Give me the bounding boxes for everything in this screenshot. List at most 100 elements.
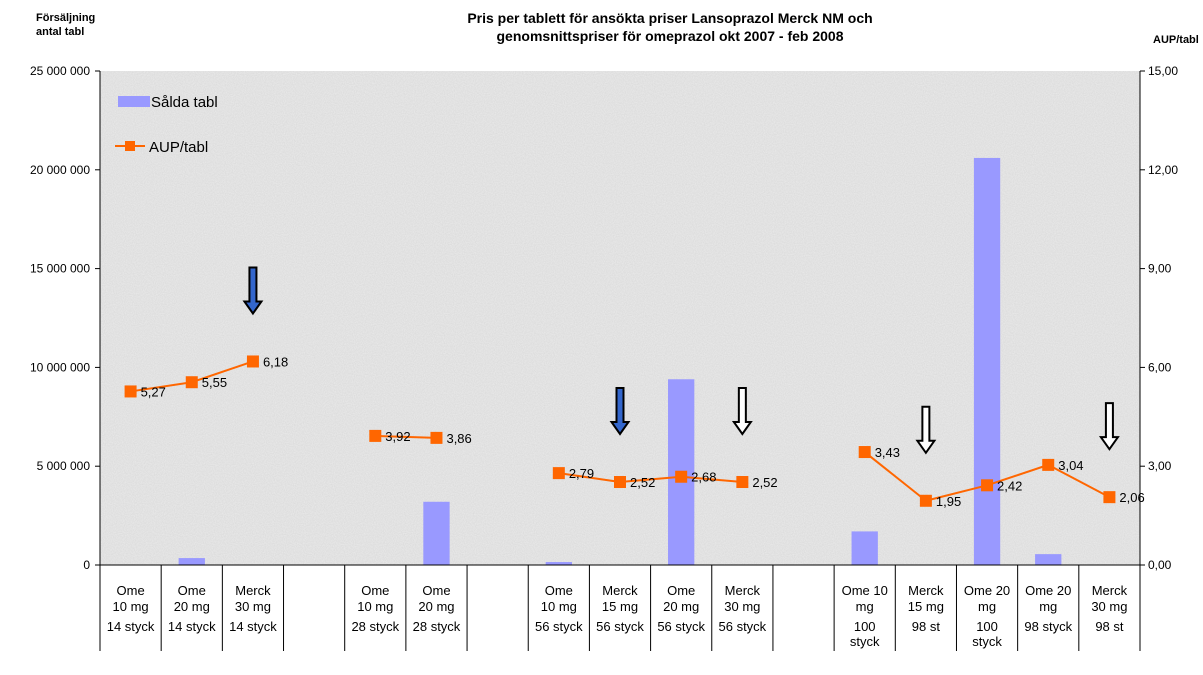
category-label: 30 mg — [724, 599, 760, 614]
category-label: Merck — [235, 583, 271, 598]
data-label: 2,79 — [569, 466, 594, 481]
data-label: 2,06 — [1119, 490, 1144, 505]
chart-title-line2: genomsnittspriser för omeprazol okt 2007… — [497, 28, 844, 44]
right-tick-label: 6,00 — [1148, 360, 1172, 374]
arrow-annotation — [609, 387, 631, 436]
arrow-annotation — [242, 266, 264, 316]
line-point — [1042, 458, 1055, 471]
line-point — [430, 431, 443, 444]
right-axis-label: AUP/tabl — [1153, 34, 1199, 46]
right-tick-label: 9,00 — [1148, 262, 1172, 276]
legend-bar-swatch — [118, 96, 150, 107]
category-label: 10 mg — [541, 599, 577, 614]
left-tick-label: 0 — [83, 558, 90, 572]
pack-size-label: 14 styck — [107, 619, 155, 634]
category-label: Ome — [117, 583, 145, 598]
pack-size-label: 56 styck — [719, 619, 767, 634]
pack-size-label: styck — [972, 634, 1002, 649]
right-tick-label: 3,00 — [1148, 459, 1172, 473]
category-label: 30 mg — [1091, 599, 1127, 614]
legend-bar-label: Sålda tabl — [151, 94, 218, 111]
line-point — [858, 446, 871, 459]
pack-size-label: 98 st — [912, 619, 941, 634]
legend-line-marker — [125, 141, 135, 151]
left-axis-ticks: 0 5 000 000 10 000 000 15 000 000 20 000 000… — [30, 64, 100, 572]
line-point — [919, 494, 932, 507]
category-label: 20 mg — [174, 599, 210, 614]
line-point — [185, 376, 198, 389]
arrow-annotation — [731, 387, 753, 436]
data-label: 3,92 — [385, 429, 410, 444]
right-tick-label: 0,00 — [1148, 558, 1172, 572]
left-tick-label: 20 000 000 — [30, 163, 90, 177]
line-point — [736, 476, 749, 489]
category-label: Ome 10 — [842, 583, 888, 598]
pack-size-label: 14 styck — [168, 619, 216, 634]
category-label: 30 mg — [235, 599, 271, 614]
left-tick-label: 25 000 000 — [30, 64, 90, 78]
left-axis-label-line1: Försäljning — [36, 12, 95, 24]
line-series: 5,27 5,55 6,18 3,92 3,86 2,79 2,52 2,68 2,52 3,43… — [124, 354, 1145, 509]
line-segment — [558, 472, 621, 483]
pack-size-label: 98 styck — [1024, 619, 1072, 634]
bar — [851, 531, 878, 565]
line-point — [614, 476, 626, 489]
category-label: Ome — [545, 583, 573, 598]
chart-title-line1: Pris per tablett för ansökta priser Lans… — [467, 10, 872, 26]
bar — [423, 501, 450, 565]
data-label: 2,42 — [997, 478, 1022, 493]
pack-size-label: 56 styck — [535, 619, 583, 634]
category-label: Merck — [602, 583, 638, 598]
line-segment — [619, 475, 682, 484]
left-tick-label: 15 000 000 — [30, 262, 90, 276]
right-tick-label: 12,00 — [1148, 163, 1178, 177]
data-label: 2,68 — [691, 470, 716, 485]
pack-size-label: 14 styck — [229, 619, 277, 634]
category-label: 20 mg — [418, 599, 454, 614]
data-label: 5,27 — [141, 384, 166, 399]
data-label: 2,52 — [752, 475, 777, 490]
data-label: 1,95 — [936, 494, 961, 509]
line-segment — [925, 484, 988, 502]
category-label: Ome 20 — [964, 583, 1010, 598]
line-point — [981, 479, 994, 492]
line-segment — [681, 475, 743, 484]
line-point — [552, 467, 565, 480]
left-tick-label: 5 000 000 — [37, 459, 91, 473]
pack-size-label: 28 styck — [351, 619, 399, 634]
category-label: mg — [978, 599, 996, 614]
data-label: 6,18 — [263, 354, 288, 369]
category-label: Ome — [361, 583, 389, 598]
data-label: 3,04 — [1058, 458, 1083, 473]
pack-size-label: 100 — [976, 619, 998, 634]
line-segment — [1047, 463, 1110, 499]
category-label: Merck — [1092, 583, 1128, 598]
category-label: 15 mg — [908, 599, 944, 614]
pack-size-label: 100 — [854, 619, 876, 634]
line-segment — [375, 434, 437, 439]
bar — [973, 157, 1001, 565]
pack-size-label: 56 styck — [596, 619, 644, 634]
pack-size-label: styck — [850, 634, 880, 649]
line-segment — [986, 463, 1049, 487]
bar — [178, 558, 205, 565]
pack-size-label: 98 st — [1095, 619, 1124, 634]
bar — [1035, 554, 1062, 565]
category-label: 10 mg — [113, 599, 149, 614]
category-label: 20 mg — [663, 599, 699, 614]
line-segment — [130, 381, 192, 393]
line-point — [124, 385, 137, 398]
legend: Sålda tabl AUP/tabl — [115, 94, 218, 156]
pack-size-label: 28 styck — [413, 619, 461, 634]
category-label: Merck — [908, 583, 944, 598]
right-axis-ticks: 0,00 3,00 6,00 9,00 12,00 15,00 — [1140, 64, 1178, 572]
line-point — [369, 429, 382, 442]
left-tick-label: 10 000 000 — [30, 360, 90, 374]
category-label: Ome — [667, 583, 695, 598]
left-axis-label-line2: antal tabl — [36, 26, 84, 38]
category-label: 10 mg — [357, 599, 393, 614]
data-label: 3,86 — [446, 431, 471, 446]
line-segment — [864, 451, 927, 502]
bar — [545, 562, 572, 565]
